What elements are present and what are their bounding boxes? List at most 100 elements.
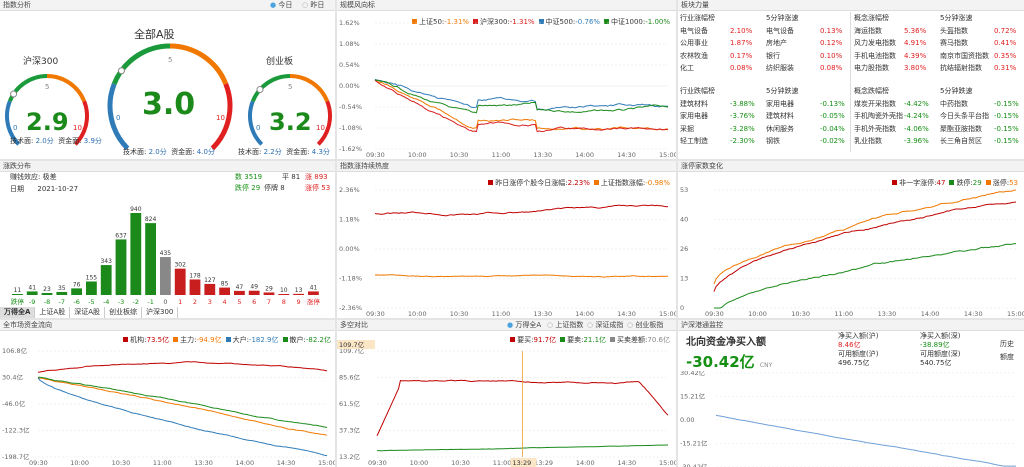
legend-item[interactable]: 非一字涨停:47: [892, 179, 945, 187]
sector-row[interactable]: 农林牧渔 0.17% 银行 0.10%: [680, 51, 843, 60]
tab-0[interactable]: 万得全A: [0, 307, 36, 318]
x-tick-label: 10:30: [451, 459, 470, 467]
bar-value-label: 637: [115, 232, 127, 239]
bar-value-label: 940: [130, 206, 142, 213]
sector-row[interactable]: 电力股指数 3.80% 抗结辐射指数 0.31%: [854, 64, 1017, 72]
legend-item[interactable]: 要买:91.7亿: [510, 336, 556, 344]
tab-1[interactable]: ○ 上证指数: [547, 321, 584, 329]
sector-row[interactable]: 化工 0.08% 纺织服装 0.08%: [680, 64, 843, 72]
legend-item[interactable]: 上证50:-1.31%: [412, 18, 469, 26]
x-tick-label: 15:00: [659, 310, 676, 318]
divider: [850, 12, 851, 152]
gauge-arc: [5, 100, 21, 146]
y-tick-label: -15.21亿: [680, 439, 708, 448]
bar-value-label: 41: [28, 284, 36, 291]
limit-count-panel: 涨停家数变化 非一字涨停:47 跌停:29 涨停:53 53 40 26 13 0 09:30…: [678, 161, 1024, 318]
series-3: [374, 79, 669, 114]
line-chart: 1.62% 1.08% 0.54% 0.00% -0.54% -1.08% -1.62% 09…: [339, 19, 676, 159]
gauge-arc: [111, 43, 171, 85]
bar-category-label: 8: [282, 298, 286, 306]
x-tick-label: 11:00: [153, 459, 172, 467]
y-tick-label: -0.54%: [339, 103, 362, 111]
gauge-high-tick: 10: [316, 124, 325, 132]
sector-row[interactable]: 风力发电指数 4.91% 赛马指数 0.41%: [854, 39, 1017, 47]
radio-yesterday[interactable]: ○ 昨日: [302, 1, 325, 9]
x-tick-label: 15:00: [659, 459, 676, 467]
northbound-panel: 沪深港通监控 北向资金净买入额 -30.42亿 CNY 净买入额(沪) 8.46亿…: [678, 320, 1024, 467]
tab-0[interactable]: ● 万得全A: [507, 321, 542, 329]
sector-row[interactable]: 轻工制造 -2.30% 钢铁 -0.02%: [680, 137, 845, 145]
bar-value-label: 13: [295, 287, 303, 294]
panel-title: 多空对比: [340, 321, 368, 329]
line-chart: 2.36% 1.18% 0.00% -1.18% -2.36% 09:30 10:00 10:…: [339, 186, 676, 318]
bar: [248, 290, 260, 295]
tab-4[interactable]: 沪深300: [142, 307, 179, 318]
tab-3[interactable]: 创业板综: [105, 307, 143, 318]
sector-row[interactable]: 手机电池指数 4.39% 南京市国资指数 0.35%: [854, 51, 1017, 60]
bar-value-label: 824: [145, 216, 157, 223]
history-quota[interactable]: 历史 额度: [1000, 340, 1014, 361]
tab-2[interactable]: 深证A股: [70, 307, 106, 318]
y-tick-label: 2.36%: [339, 186, 360, 194]
sector-row[interactable]: 手机陶瓷外壳指 -4.24% 今日头条平台指 -0.15%: [854, 112, 1019, 120]
bar-chart: 11跌停41-923-835-776-6155-5343-4637-3940-2…: [11, 206, 320, 306]
x-tick-label: 14:00: [235, 459, 254, 467]
series-northbound: [715, 414, 1016, 467]
sector-row[interactable]: 建筑材料 -3.88% 家用电器 -0.13%: [680, 99, 845, 108]
legend-item[interactable]: 中证1000:-1.00%: [604, 18, 670, 26]
bar: [56, 291, 68, 295]
y-tick-label: -1.18%: [339, 275, 362, 283]
gauge-arc: [289, 74, 330, 103]
legend-item[interactable]: 沪深300:-1.31%: [473, 18, 535, 26]
panel-title: 板块力量: [681, 1, 709, 9]
sector-row[interactable]: 电气设备 2.10% 电气设备 0.13%: [680, 26, 843, 35]
tab-1[interactable]: 上证A股: [35, 307, 71, 318]
x-tick-label: 13:30: [533, 151, 552, 159]
y-tick-label: 61.5亿: [339, 399, 360, 408]
sector-row[interactable]: 乳业指数 -3.96% 长三角自贸区 -0.15%: [854, 137, 1019, 145]
radio-today[interactable]: ● 今日: [270, 1, 293, 9]
panel-title: 规模风向标: [340, 1, 375, 9]
sector-row[interactable]: 海运指数 5.36% 头盔指数 0.72%: [854, 26, 1017, 35]
legend-item[interactable]: 机构:73.5亿: [123, 336, 169, 344]
gauge-arc: [316, 100, 332, 146]
legend-item[interactable]: 买卖差额:70.6亿: [610, 336, 670, 344]
sector-row[interactable]: 手机外壳指数 -4.06% 聚酯亚胺指数 -0.15%: [854, 124, 1019, 133]
sector-row[interactable]: 煤炭开采指数 -4.42% 中药指数 -0.15%: [854, 99, 1019, 108]
y-tick-label: 109.7亿: [339, 346, 365, 355]
tab-3[interactable]: ○ 创业板指: [627, 321, 664, 329]
legend-item[interactable]: 上证指数涨幅:-0.98%: [593, 179, 670, 187]
line-chart: 30.42亿 15.21亿 0.00 -15.21亿 -30.42亿: [680, 371, 1016, 467]
y-tick-label: 1.62%: [339, 19, 360, 27]
limit-heat-panel: 指数涨持续热度 昨日涨停个股今日涨幅:2.23% 上证指数涨幅:-0.98% 2.…: [337, 161, 676, 318]
legend-item[interactable]: 主力:-94.9亿: [173, 336, 222, 344]
panel-title: 涨停家数变化: [681, 162, 723, 170]
x-tick-label: 14:00: [921, 310, 940, 318]
gauge-hs300-footer: 技术面: 2.0分 资金面: 3.9分: [10, 137, 102, 145]
tab-2[interactable]: ○ 深证成指: [587, 321, 624, 329]
gauge-arc: [250, 74, 291, 103]
bar: [278, 294, 290, 295]
legend-item[interactable]: 大户:-182.9亿: [225, 336, 279, 344]
legend-item[interactable]: 散户:-82.2亿: [282, 336, 331, 344]
gauge-high-tick: 10: [216, 114, 225, 122]
legend-item[interactable]: 涨停:53: [985, 179, 1018, 187]
count-item: 跌停 29: [235, 184, 261, 192]
sector-row[interactable]: 公用事业 1.87% 房地产 0.12%: [680, 39, 843, 47]
legend-item[interactable]: 要卖:21.1亿: [560, 336, 606, 344]
bar: [204, 283, 216, 295]
sector-row[interactable]: 家用电器 -3.76% 建筑材料 -0.05%: [680, 112, 845, 120]
legend-item[interactable]: 跌停:29: [949, 179, 982, 187]
cursor-y-box: [337, 340, 375, 349]
bar-value-label: 155: [86, 274, 98, 281]
bar-value-label: 178: [189, 272, 201, 279]
count-item: 涨停 53: [305, 184, 331, 192]
count-item: 涨 893: [305, 173, 328, 181]
y-tick-label: 40: [680, 216, 688, 224]
sector-row[interactable]: 采掘 -3.28% 休闲服务 -0.04%: [680, 124, 845, 133]
series-2: [374, 78, 669, 111]
legend-item[interactable]: 中证500:-0.76%: [538, 18, 600, 26]
bar-value-label: 76: [73, 281, 81, 288]
bar: [174, 268, 186, 295]
legend-item[interactable]: 昨日涨停个股今日涨幅:2.23%: [488, 179, 590, 187]
